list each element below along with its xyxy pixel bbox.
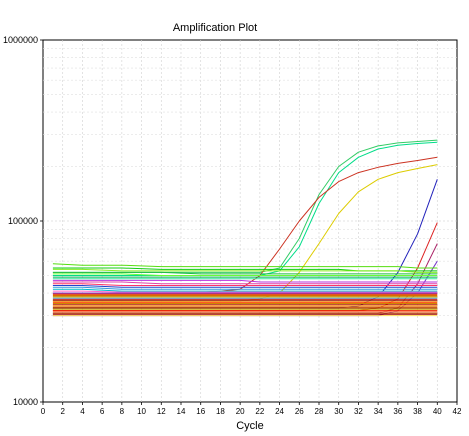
x-tick-label: 22 (255, 407, 264, 416)
x-tick-label: 12 (157, 407, 166, 416)
y-tick-label: 1000000 (3, 35, 38, 45)
x-tick-label: 24 (275, 407, 284, 416)
series-line-12 (52, 271, 438, 275)
series-line-16 (52, 279, 438, 283)
series-line-22 (52, 290, 438, 293)
x-tick-label: 34 (374, 407, 383, 416)
plot-area (42, 39, 458, 403)
x-tick-label: 40 (433, 407, 442, 416)
x-axis-label: Cycle (236, 420, 264, 432)
series-line-11 (52, 268, 438, 273)
series-line-19 (52, 285, 438, 288)
series-line-13 (52, 273, 438, 276)
x-tick-label: 2 (60, 407, 65, 416)
y-tick-label: 10000 (13, 397, 38, 407)
x-tick-label: 20 (236, 407, 245, 416)
x-tick-label: 32 (354, 407, 363, 416)
chart-title: Amplification Plot (173, 22, 257, 34)
x-tick-label: 18 (216, 407, 225, 416)
x-tick-label: 4 (80, 407, 85, 416)
series-line-21 (52, 288, 438, 292)
x-tick-label: 42 (453, 407, 462, 416)
series-line-20 (52, 286, 438, 290)
series-line-17 (52, 281, 438, 285)
axis-ticks: 0 2 4 6 8 10 12 14 16 18 20 22 24 26 28 30 32 34 36 38 40 421… (3, 35, 462, 416)
x-tick-label: 0 (41, 407, 46, 416)
x-tick-label: 30 (334, 407, 343, 416)
x-tick-label: 36 (393, 407, 402, 416)
x-tick-label: 38 (413, 407, 422, 416)
x-tick-label: 10 (137, 407, 146, 416)
series-layer (52, 139, 438, 317)
x-tick-label: 8 (120, 407, 125, 416)
x-tick-label: 14 (177, 407, 186, 416)
y-tick-label: 100000 (8, 216, 38, 226)
x-tick-label: 28 (315, 407, 324, 416)
x-tick-label: 16 (196, 407, 205, 416)
series-line-2 (52, 141, 438, 276)
x-tick-label: 6 (100, 407, 105, 416)
series-line-9 (52, 263, 438, 269)
x-tick-label: 26 (295, 407, 304, 416)
series-line-18 (52, 283, 438, 286)
